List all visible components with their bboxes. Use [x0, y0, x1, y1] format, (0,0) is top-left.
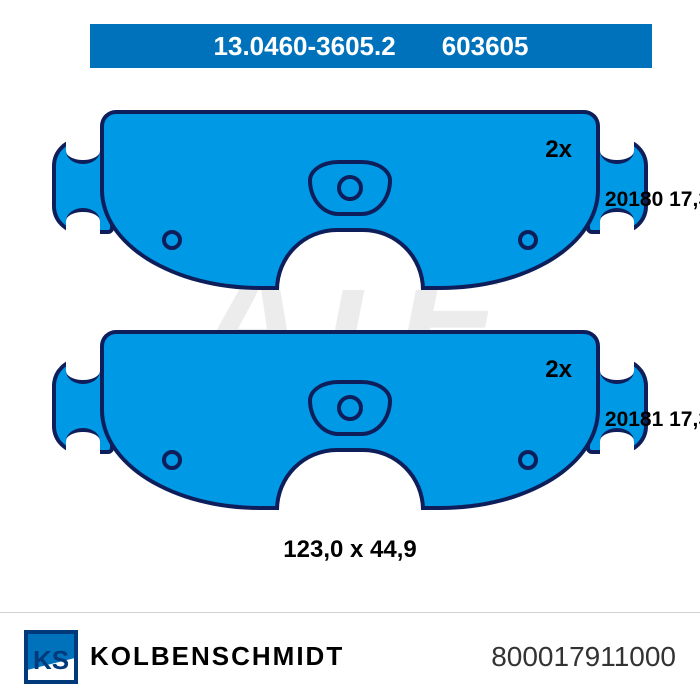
- brand-initials: KS: [28, 645, 74, 676]
- diagram-canvas: ATE 13.0460-3605.2 603605 2x 20180 17,3 …: [0, 0, 700, 700]
- pad-notch: [275, 228, 425, 290]
- reference-header: 13.0460-3605.2 603605: [90, 24, 652, 68]
- pad-hole-right: [518, 230, 538, 250]
- pad-hole-left: [162, 230, 182, 250]
- pad-hub: [308, 380, 392, 436]
- brand-block: KS KOLBENSCHMIDT: [24, 630, 344, 684]
- brake-pad-lower: 2x 20181 17,3: [100, 330, 600, 510]
- brand-name: KOLBENSCHMIDT: [90, 641, 344, 672]
- footer-reference: 800017911000: [491, 641, 676, 673]
- secondary-reference: 603605: [442, 31, 529, 62]
- brand-badge-icon: KS: [24, 630, 78, 684]
- pad-hole-right: [518, 450, 538, 470]
- footer-bar: KS KOLBENSCHMIDT 800017911000: [0, 612, 700, 700]
- quantity-badge: 2x: [545, 136, 572, 164]
- dimension-label: 123,0 x 44,9: [283, 536, 416, 564]
- quantity-badge: 2x: [545, 356, 572, 384]
- pad-body: 2x: [100, 110, 600, 290]
- primary-reference: 13.0460-3605.2: [214, 31, 396, 62]
- pad-body: 2x: [100, 330, 600, 510]
- pad-notch: [275, 448, 425, 510]
- brake-pad-upper: 2x 20180 17,3: [100, 110, 600, 290]
- pad-hole-left: [162, 450, 182, 470]
- pad-spec-label: 20180 17,3: [605, 188, 700, 212]
- pad-spec-label: 20181 17,3: [605, 408, 700, 432]
- pad-hub: [308, 160, 392, 216]
